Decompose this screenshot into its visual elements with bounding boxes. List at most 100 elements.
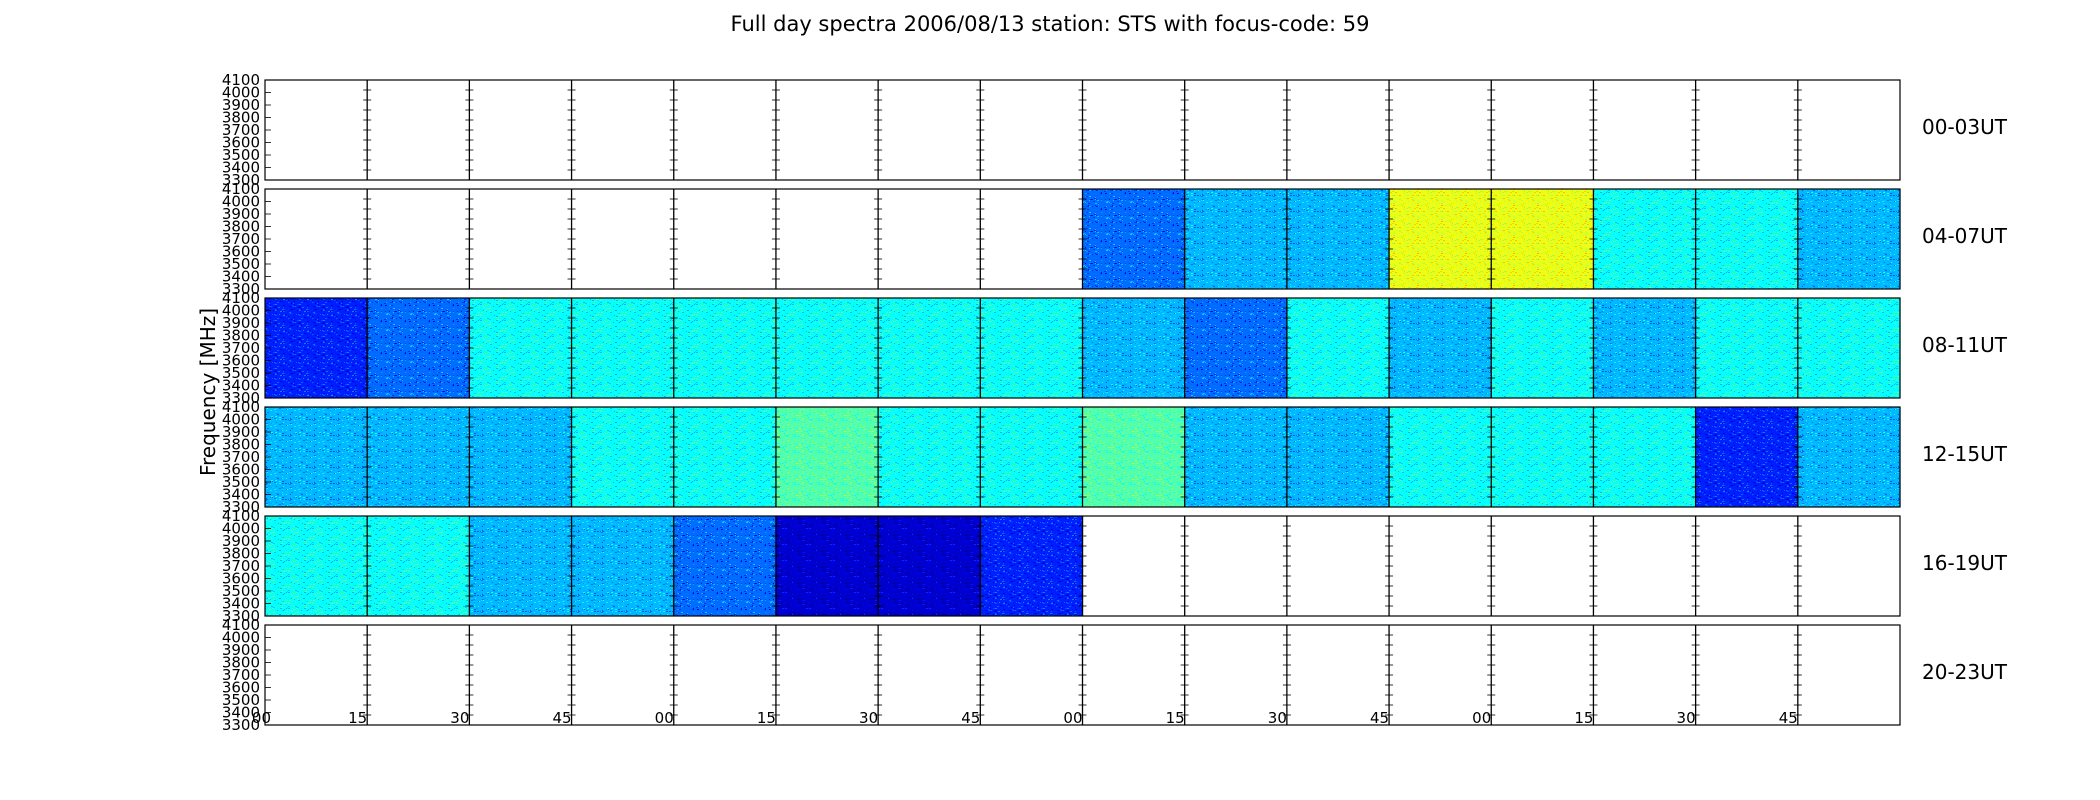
heatmap-cell <box>469 516 573 616</box>
y-tick-label: 3600 <box>222 243 260 261</box>
x-tick-label: 45 <box>1779 709 1798 727</box>
x-tick-label: 45 <box>552 709 571 727</box>
y-tick-label: 3600 <box>222 679 260 697</box>
row-label: 20-23UT <box>1922 660 2008 684</box>
heatmap-cell <box>775 516 879 616</box>
y-tick-label: 3800 <box>222 218 260 236</box>
y-tick-label: 4100 <box>222 398 260 416</box>
x-tick-label: 00 <box>1063 709 1082 727</box>
row-label: 16-19UT <box>1922 551 2008 575</box>
chart-title: Full day spectra 2006/08/13 station: STS… <box>730 12 1370 36</box>
heatmap-cell <box>1184 298 1288 398</box>
x-tick-label: 30 <box>1268 709 1287 727</box>
y-tick-label: 3300 <box>222 280 260 298</box>
y-tick-label: 3800 <box>222 654 260 672</box>
heatmap-cell <box>1286 189 1390 289</box>
y-tick-label: 3600 <box>222 461 260 479</box>
y-tick-label: 3900 <box>222 423 260 441</box>
x-tick-label: 30 <box>1677 709 1696 727</box>
heatmap-cell <box>980 298 1084 398</box>
heatmap-cell <box>775 298 879 398</box>
heatmap-cell <box>1491 298 1595 398</box>
y-axis-label: Frequency [MHz] <box>196 308 220 476</box>
y-tick-label: 3900 <box>222 641 260 659</box>
heatmap-cell <box>1695 189 1799 289</box>
heatmap-cell <box>673 407 777 507</box>
y-tick-label: 3900 <box>222 314 260 332</box>
heatmap-cell <box>571 407 675 507</box>
y-tick-label: 4000 <box>222 84 260 102</box>
heatmap-cell <box>1593 189 1697 289</box>
y-tick-label: 4100 <box>222 507 260 525</box>
heatmap-cell <box>775 407 879 507</box>
y-tick-label: 3700 <box>222 230 260 248</box>
row-label: 04-07UT <box>1922 224 2008 248</box>
x-tick-label: 15 <box>757 709 776 727</box>
heatmap-cell <box>367 407 470 507</box>
y-tick-label: 3600 <box>222 352 260 370</box>
heatmap-cell <box>265 516 368 616</box>
heatmap-cell <box>1082 189 1186 289</box>
heatmap-cell <box>878 298 981 398</box>
y-tick-label: 4000 <box>222 411 260 429</box>
y-tick-label: 3400 <box>222 704 260 722</box>
y-tick-label: 3500 <box>222 146 260 164</box>
y-tick-label: 3500 <box>222 473 260 491</box>
heatmap-cell <box>265 298 368 398</box>
heatmap-cell <box>1797 407 1901 507</box>
y-tick-label: 4000 <box>222 629 260 647</box>
y-tick-label: 3900 <box>222 205 260 223</box>
y-tick-label: 3300 <box>222 716 260 734</box>
y-tick-label: 3400 <box>222 268 260 286</box>
y-tick-label: 3300 <box>222 389 260 407</box>
x-tick-label: 00 <box>1472 709 1491 727</box>
y-tick-label: 3700 <box>222 121 260 139</box>
heatmap-cell <box>1695 407 1799 507</box>
y-tick-label: 4100 <box>222 616 260 634</box>
y-tick-label: 4100 <box>222 180 260 198</box>
y-tick-label: 4000 <box>222 193 260 211</box>
x-tick-label: 30 <box>859 709 878 727</box>
heatmap-cell <box>1797 298 1901 398</box>
heatmap-cell <box>1286 407 1390 507</box>
y-tick-label: 3800 <box>222 436 260 454</box>
heatmap-cell <box>469 407 573 507</box>
heatmap-cell <box>367 516 470 616</box>
y-tick-label: 3300 <box>222 498 260 516</box>
heatmap-cell <box>1286 298 1390 398</box>
row-label: 00-03UT <box>1922 115 2008 139</box>
y-tick-label: 4000 <box>222 302 260 320</box>
y-tick-label: 4100 <box>222 289 260 307</box>
y-tick-label: 3700 <box>222 557 260 575</box>
row-label: 08-11UT <box>1922 333 2008 357</box>
y-tick-label: 3500 <box>222 691 260 709</box>
x-tick-label: 45 <box>961 709 980 727</box>
y-tick-label: 3600 <box>222 570 260 588</box>
row-label: 12-15UT <box>1922 442 2008 466</box>
x-tick-label: 15 <box>348 709 367 727</box>
y-tick-label: 3700 <box>222 339 260 357</box>
heatmap-cell <box>1593 298 1697 398</box>
y-tick-label: 3900 <box>222 532 260 550</box>
y-tick-label: 3400 <box>222 595 260 613</box>
heatmap-cell <box>1082 407 1186 507</box>
y-tick-label: 3800 <box>222 545 260 563</box>
x-tick-label: 15 <box>1574 709 1593 727</box>
x-tick-label: 15 <box>1166 709 1185 727</box>
y-tick-label: 3400 <box>222 377 260 395</box>
heatmap-cell <box>571 298 675 398</box>
y-tick-label: 3400 <box>222 159 260 177</box>
heatmap-cell <box>265 407 368 507</box>
y-tick-label: 3900 <box>222 96 260 114</box>
heatmap-cell <box>1491 407 1595 507</box>
heatmap-cell <box>1389 189 1492 289</box>
x-tick-label: 00 <box>252 709 271 727</box>
heatmap-cell <box>1695 298 1799 398</box>
y-tick-label: 3300 <box>222 171 260 189</box>
